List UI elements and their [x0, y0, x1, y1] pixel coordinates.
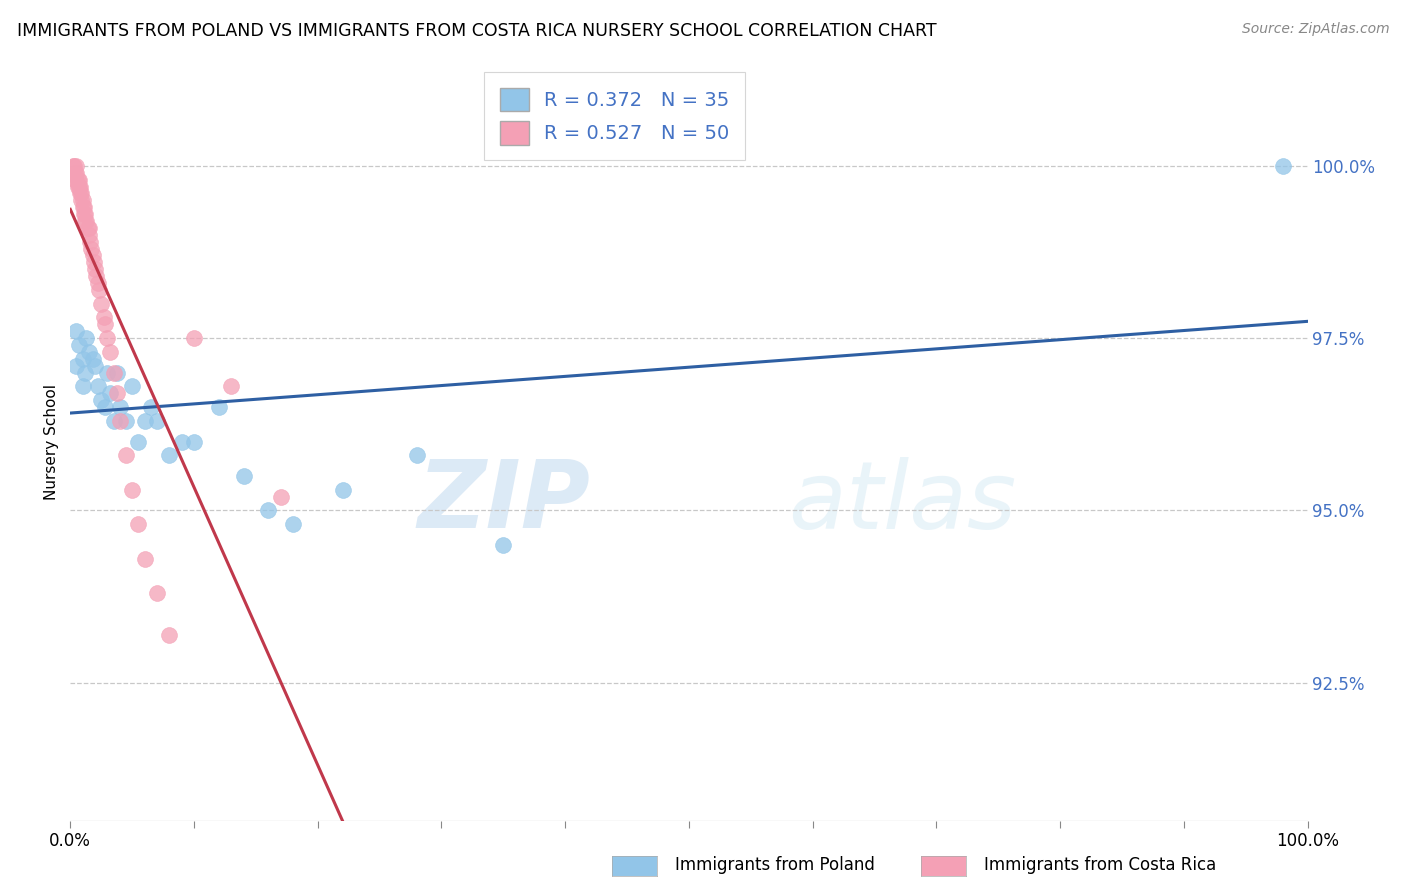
Text: IMMIGRANTS FROM POLAND VS IMMIGRANTS FROM COSTA RICA NURSERY SCHOOL CORRELATION : IMMIGRANTS FROM POLAND VS IMMIGRANTS FRO… [17, 22, 936, 40]
Point [108, 400, 131, 414]
Point [183, 434, 205, 449]
Point [121, 483, 143, 497]
Point [87, 283, 110, 297]
Point [72, 351, 94, 366]
Point [73, 200, 96, 214]
Point [86, 276, 108, 290]
Point [127, 434, 149, 449]
Point [75, 331, 97, 345]
Point [332, 483, 354, 497]
Point [75, 214, 97, 228]
Point [73, 207, 96, 221]
Point [492, 538, 515, 552]
Point [103, 414, 125, 428]
Point [79, 235, 101, 249]
Point [134, 551, 156, 566]
Point [65, 172, 87, 186]
Point [65, 359, 87, 373]
Point [75, 207, 97, 221]
Point [108, 414, 131, 428]
Point [98, 386, 121, 401]
Text: Immigrants from Poland: Immigrants from Poland [675, 856, 875, 874]
Point [208, 400, 231, 414]
Point [70, 194, 93, 208]
Point [127, 517, 149, 532]
Point [72, 194, 94, 208]
Point [65, 172, 87, 186]
Point [67, 172, 90, 186]
Point [80, 242, 103, 256]
Point [219, 379, 242, 393]
Point [183, 331, 205, 345]
Point [105, 366, 128, 380]
Point [121, 379, 143, 393]
Text: ZIP: ZIP [418, 456, 591, 549]
Point [98, 345, 121, 359]
Point [94, 318, 117, 332]
Point [82, 248, 104, 262]
Point [170, 434, 193, 449]
Point [66, 172, 89, 186]
Point [69, 186, 91, 201]
Point [76, 220, 98, 235]
Point [139, 400, 162, 414]
Point [84, 269, 107, 284]
Legend: R = 0.372   N = 35, R = 0.527   N = 50: R = 0.372 N = 35, R = 0.527 N = 50 [484, 72, 745, 161]
Point [115, 448, 138, 462]
Point [72, 379, 94, 393]
Point [134, 414, 156, 428]
Point [1271, 159, 1294, 173]
Point [157, 627, 180, 641]
Point [75, 366, 97, 380]
Point [65, 166, 87, 180]
Point [77, 227, 100, 242]
Point [77, 220, 100, 235]
Point [72, 200, 94, 214]
Point [96, 331, 118, 345]
Text: Source: ZipAtlas.com: Source: ZipAtlas.com [1241, 22, 1389, 37]
Text: Immigrants from Costa Rica: Immigrants from Costa Rica [984, 856, 1216, 874]
Point [90, 296, 112, 310]
Point [157, 448, 180, 462]
Point [69, 179, 91, 194]
Point [257, 503, 280, 517]
Point [146, 586, 169, 600]
Y-axis label: Nursery School: Nursery School [44, 384, 59, 500]
Point [105, 386, 128, 401]
Point [146, 414, 169, 428]
Point [84, 262, 107, 277]
Point [270, 490, 292, 504]
Point [103, 366, 125, 380]
Point [63, 159, 86, 173]
Point [82, 351, 104, 366]
Text: atlas: atlas [787, 457, 1017, 548]
Point [83, 255, 105, 269]
Point [70, 186, 93, 201]
Point [65, 324, 87, 338]
Point [67, 338, 90, 352]
Point [75, 214, 97, 228]
Point [281, 517, 304, 532]
Point [115, 414, 138, 428]
Point [405, 448, 427, 462]
Point [65, 159, 87, 173]
Point [96, 366, 118, 380]
Point [84, 359, 107, 373]
Point [94, 400, 117, 414]
Point [86, 379, 108, 393]
Point [65, 166, 87, 180]
Point [77, 345, 100, 359]
Point [66, 179, 89, 194]
Point [62, 159, 84, 173]
Point [67, 179, 90, 194]
Point [93, 310, 115, 325]
Point [232, 469, 254, 483]
Point [90, 393, 112, 408]
